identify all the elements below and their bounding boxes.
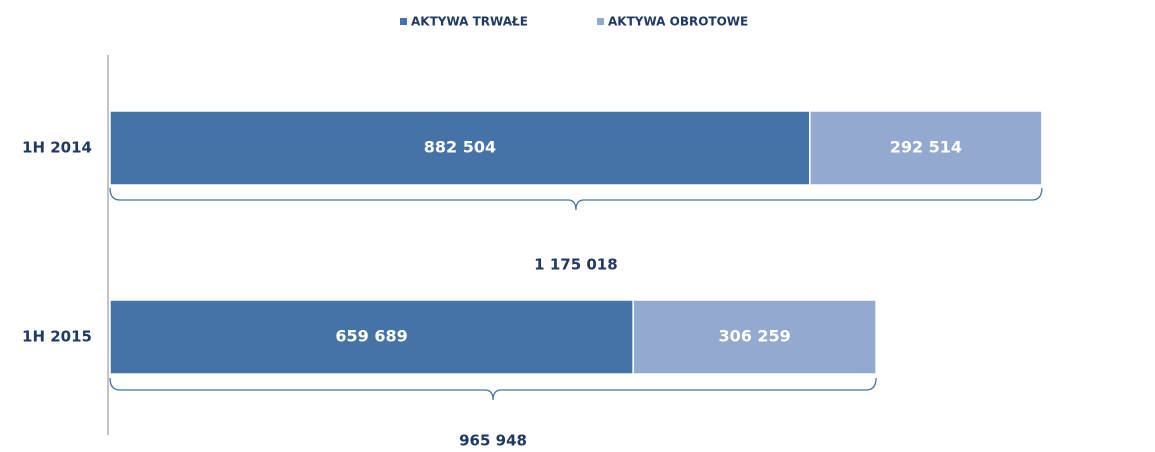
value-label: 659 689 xyxy=(335,327,407,346)
value-label: 306 259 xyxy=(718,327,790,346)
value-label: 292 514 xyxy=(890,138,962,157)
bar xyxy=(632,299,877,375)
value-label: 882 504 xyxy=(424,138,496,157)
legend-swatch xyxy=(400,18,407,25)
legend-label: AKTYWA OBROTOWE xyxy=(608,15,748,29)
bar xyxy=(109,110,811,186)
bar xyxy=(109,299,634,375)
legend-swatch xyxy=(597,18,604,25)
total-label: 1 175 018 xyxy=(534,256,618,274)
bar xyxy=(809,110,1043,186)
legend-label: AKTYWA TRWAŁE xyxy=(411,15,528,29)
total-brace xyxy=(109,377,877,401)
y-tick-label: 1H 2014 xyxy=(22,139,92,157)
y-tick-label: 1H 2015 xyxy=(22,328,92,346)
total-brace xyxy=(109,187,1043,211)
total-label: 965 948 xyxy=(459,432,527,450)
